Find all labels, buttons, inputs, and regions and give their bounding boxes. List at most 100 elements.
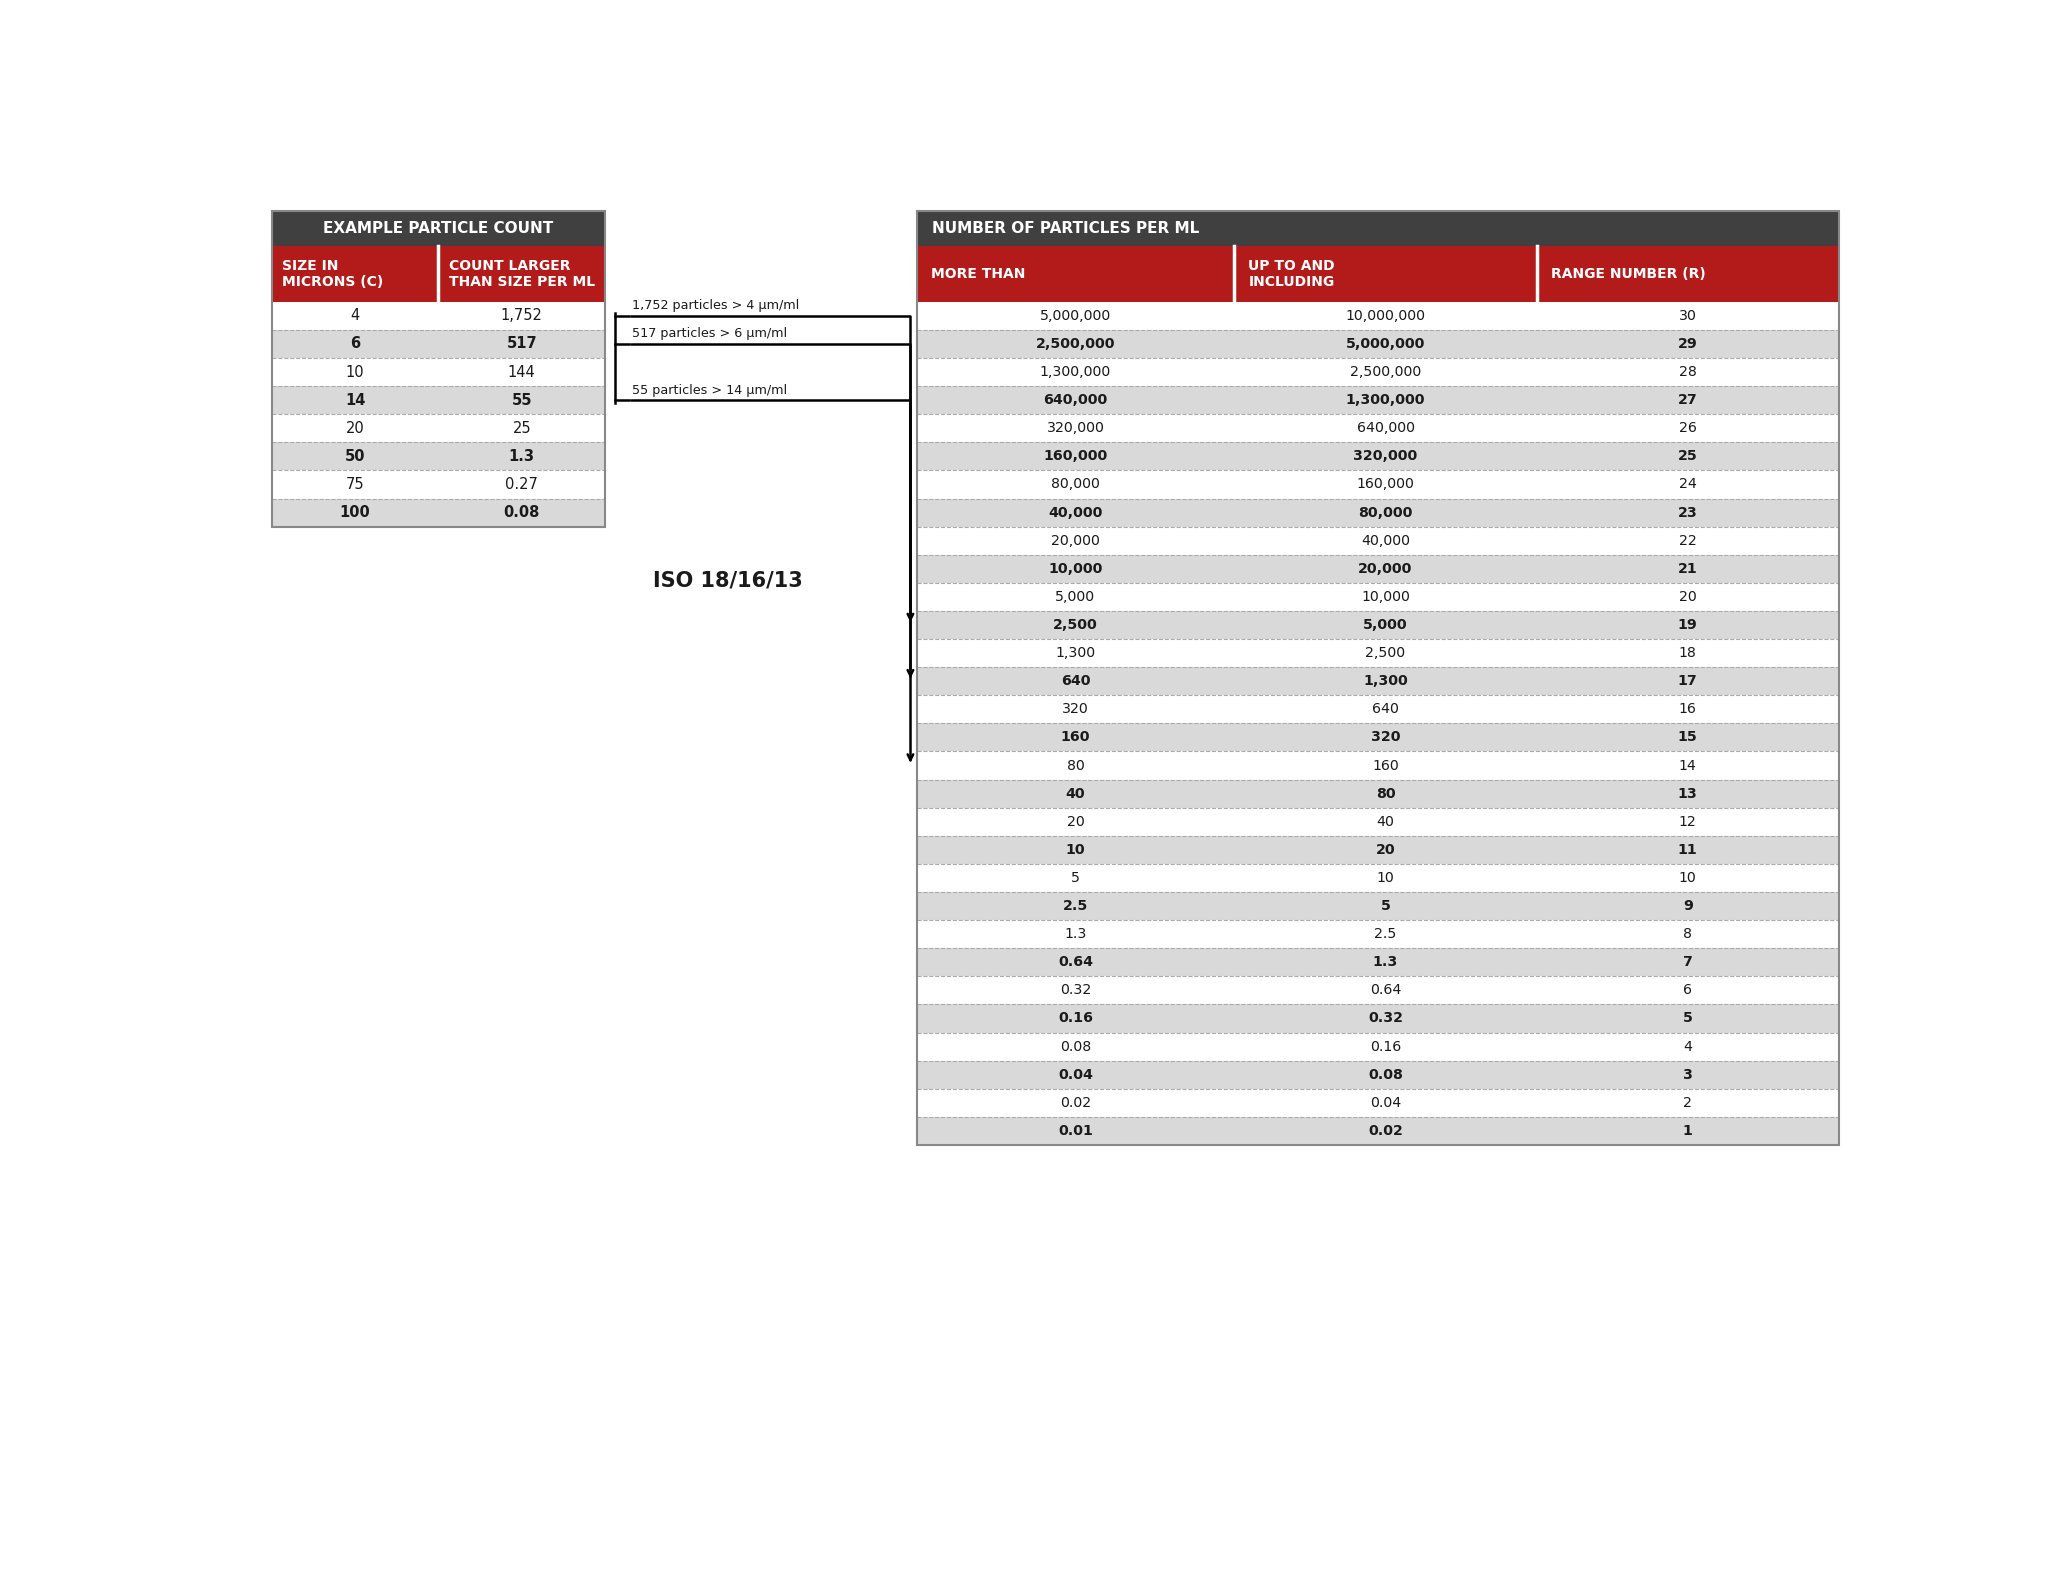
- Text: 28: 28: [1679, 364, 1696, 379]
- Text: 2,500: 2,500: [1366, 646, 1405, 660]
- Text: 20,000: 20,000: [1357, 562, 1413, 576]
- Text: 5: 5: [1071, 870, 1081, 885]
- Text: 10: 10: [1067, 843, 1085, 858]
- Text: 5,000,000: 5,000,000: [1345, 337, 1426, 352]
- Bar: [916, 247, 1838, 302]
- Text: 55: 55: [512, 393, 532, 407]
- Text: UP TO AND
INCLUDING: UP TO AND INCLUDING: [1248, 259, 1335, 290]
- Text: 1,300,000: 1,300,000: [1345, 393, 1426, 407]
- Bar: [916, 667, 1838, 695]
- Text: 18: 18: [1679, 646, 1696, 660]
- Text: 1.3: 1.3: [1372, 955, 1399, 969]
- Text: 320: 320: [1370, 730, 1401, 745]
- Text: 640,000: 640,000: [1357, 422, 1415, 436]
- Text: 0.64: 0.64: [1370, 983, 1401, 998]
- Text: 10: 10: [1679, 870, 1696, 885]
- Bar: [916, 835, 1838, 864]
- Text: 29: 29: [1677, 337, 1698, 352]
- Bar: [916, 302, 1838, 329]
- Text: 3: 3: [1683, 1068, 1692, 1082]
- Text: 80,000: 80,000: [1050, 477, 1100, 492]
- Text: 0.32: 0.32: [1060, 983, 1091, 998]
- Text: 6: 6: [1683, 983, 1692, 998]
- Text: 160,000: 160,000: [1044, 449, 1108, 463]
- Text: NUMBER OF PARTICLES PER ML: NUMBER OF PARTICLES PER ML: [932, 221, 1199, 235]
- Text: 517 particles > 6 μm/ml: 517 particles > 6 μm/ml: [631, 328, 788, 340]
- Text: 1.3: 1.3: [1065, 928, 1087, 942]
- Text: 10: 10: [347, 364, 365, 380]
- Text: 10,000: 10,000: [1048, 562, 1104, 576]
- Text: 7: 7: [1683, 955, 1692, 969]
- Text: 40,000: 40,000: [1048, 506, 1104, 520]
- Text: 320,000: 320,000: [1046, 422, 1104, 436]
- Text: 20: 20: [347, 420, 365, 436]
- Text: 2,500,000: 2,500,000: [1036, 337, 1116, 352]
- Text: 1,300: 1,300: [1364, 675, 1407, 689]
- Text: 0.04: 0.04: [1370, 1096, 1401, 1111]
- Text: 100: 100: [340, 504, 371, 520]
- Bar: [272, 387, 604, 414]
- Text: 20: 20: [1376, 843, 1395, 858]
- Text: 0.16: 0.16: [1370, 1039, 1401, 1053]
- Text: 320: 320: [1062, 702, 1089, 716]
- Text: 144: 144: [507, 364, 536, 380]
- Bar: [916, 387, 1838, 414]
- Text: 6: 6: [351, 336, 361, 352]
- Bar: [916, 1061, 1838, 1088]
- Text: 80,000: 80,000: [1357, 506, 1413, 520]
- Text: 2,500,000: 2,500,000: [1349, 364, 1421, 379]
- Bar: [272, 329, 604, 358]
- Bar: [916, 977, 1838, 1004]
- Text: 19: 19: [1677, 617, 1698, 632]
- Text: 22: 22: [1679, 533, 1696, 547]
- Bar: [916, 948, 1838, 977]
- Bar: [916, 695, 1838, 724]
- Bar: [916, 442, 1838, 471]
- Text: 0.08: 0.08: [1368, 1068, 1403, 1082]
- Bar: [916, 329, 1838, 358]
- Text: 517: 517: [505, 336, 536, 352]
- Text: 160,000: 160,000: [1357, 477, 1415, 492]
- Text: 1,752 particles > 4 μm/ml: 1,752 particles > 4 μm/ml: [631, 299, 800, 312]
- Text: 55 particles > 14 μm/ml: 55 particles > 14 μm/ml: [631, 383, 788, 396]
- Bar: [272, 212, 604, 527]
- Bar: [272, 471, 604, 498]
- Text: 80: 80: [1067, 759, 1085, 773]
- Text: 0.27: 0.27: [505, 477, 538, 492]
- Text: ISO 18/16/13: ISO 18/16/13: [654, 571, 803, 590]
- Bar: [916, 1033, 1838, 1061]
- Bar: [916, 1117, 1838, 1146]
- Bar: [916, 1088, 1838, 1117]
- Text: 4: 4: [1683, 1039, 1692, 1053]
- Text: 40: 40: [1067, 786, 1085, 800]
- Bar: [272, 442, 604, 471]
- Text: 14: 14: [345, 393, 365, 407]
- Bar: [916, 212, 1838, 1146]
- Text: MORE THAN: MORE THAN: [930, 267, 1025, 282]
- Text: 5: 5: [1380, 899, 1390, 913]
- Text: 0.08: 0.08: [503, 504, 541, 520]
- Text: 2,500: 2,500: [1052, 617, 1098, 632]
- Text: 640,000: 640,000: [1044, 393, 1108, 407]
- Bar: [916, 751, 1838, 780]
- Text: SIZE IN
MICRONS (C): SIZE IN MICRONS (C): [283, 259, 384, 290]
- Text: 0.32: 0.32: [1368, 1012, 1403, 1026]
- Bar: [916, 527, 1838, 555]
- Bar: [916, 1004, 1838, 1033]
- Text: COUNT LARGER
THAN SIZE PER ML: COUNT LARGER THAN SIZE PER ML: [448, 259, 594, 290]
- Text: 160: 160: [1060, 730, 1089, 745]
- Bar: [916, 414, 1838, 442]
- Text: 15: 15: [1677, 730, 1698, 745]
- Text: 0.02: 0.02: [1060, 1096, 1091, 1111]
- Text: 1.3: 1.3: [510, 449, 534, 465]
- Text: 1,300,000: 1,300,000: [1040, 364, 1112, 379]
- Text: 640: 640: [1060, 675, 1089, 689]
- Bar: [916, 724, 1838, 751]
- Bar: [916, 808, 1838, 835]
- Bar: [272, 414, 604, 442]
- Bar: [916, 555, 1838, 582]
- Text: 27: 27: [1677, 393, 1698, 407]
- Text: 20,000: 20,000: [1050, 533, 1100, 547]
- Bar: [916, 864, 1838, 893]
- Text: 40: 40: [1376, 815, 1395, 829]
